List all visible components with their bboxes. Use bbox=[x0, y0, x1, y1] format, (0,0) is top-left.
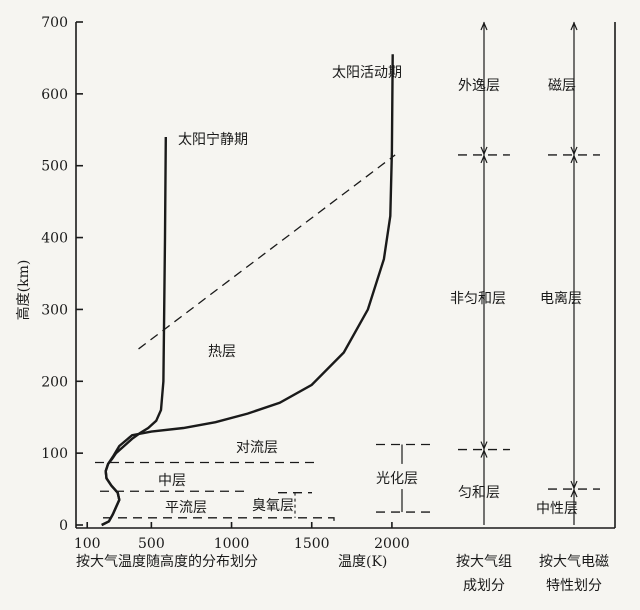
em-layer-neutrosphere: 中性层 bbox=[536, 501, 578, 517]
y-axis-label: 高度(km) bbox=[15, 260, 32, 321]
em-column-arrow-head bbox=[570, 488, 578, 498]
x-tick-label: 100 bbox=[74, 536, 101, 552]
region-label-ozone-layer: 臭氧层 bbox=[252, 498, 294, 514]
composition-column-arrow-head bbox=[480, 21, 488, 31]
composition-column-arrow-head bbox=[480, 449, 488, 458]
series-line-2 bbox=[101, 54, 394, 527]
region-markers bbox=[95, 443, 430, 525]
x-tick-label: 500 bbox=[138, 536, 165, 552]
y-tick-label: 0 bbox=[59, 518, 68, 534]
y-tick-label: 500 bbox=[41, 159, 68, 175]
x-axis-label: 温度(K) bbox=[338, 554, 387, 570]
region-label-stratosphere: 平流层 bbox=[165, 500, 207, 516]
exobase-dashed-line bbox=[138, 154, 396, 350]
composition-column-arrow-head bbox=[480, 146, 488, 156]
series-lines bbox=[101, 54, 396, 527]
y-tick-label: 700 bbox=[41, 15, 68, 31]
region-label-thermosphere: 热层 bbox=[208, 344, 236, 360]
composition-column-arrow-head bbox=[480, 441, 488, 451]
series-line-1 bbox=[101, 136, 167, 527]
x-tick-label: 1000 bbox=[214, 536, 250, 552]
region-label-troposphere: 对流层 bbox=[236, 440, 278, 456]
x-axis-label-left: 按大气温度随高度的分布划分 bbox=[76, 553, 258, 570]
em-layer-ionosphere: 电离层 bbox=[540, 290, 582, 307]
series-label-quiet-sun: 太阳宁静期 bbox=[178, 131, 248, 148]
y-tick-label: 400 bbox=[41, 231, 68, 247]
x-tick-label: 2000 bbox=[374, 536, 410, 552]
y-tick-label: 600 bbox=[41, 87, 68, 103]
y-tick-label: 200 bbox=[41, 374, 68, 390]
em-column-title: 按大气电磁特性划分 bbox=[539, 554, 609, 594]
composition-layer-homosphere: 匀和层 bbox=[458, 485, 500, 501]
axes bbox=[75, 22, 616, 529]
axis-ticks: 0 100 200 300 400 500 600 700 100 500 1000 1500 2000 bbox=[41, 15, 409, 552]
ozone-lower-boundary-dashed bbox=[103, 517, 335, 525]
composition-column-arrow-head bbox=[480, 154, 488, 164]
y-tick-label: 100 bbox=[41, 446, 68, 462]
classification-columns bbox=[458, 21, 600, 525]
composition-layer-exosphere: 外逸层 bbox=[458, 78, 500, 94]
composition-column-title: 按大气组成划分 bbox=[456, 554, 512, 594]
composition-layer-heterosphere: 非匀和层 bbox=[450, 291, 506, 307]
region-label-mesosphere: 中层 bbox=[158, 473, 186, 489]
em-column-arrow-head bbox=[570, 146, 578, 156]
em-layer-magnetosphere: 磁层 bbox=[548, 78, 576, 94]
series-label-active-sun: 太阳活动期 bbox=[332, 65, 402, 81]
em-column-arrow-head bbox=[570, 480, 578, 490]
region-label-photochemical-layer: 光化层 bbox=[376, 471, 418, 487]
em-column-arrow-head bbox=[570, 154, 578, 164]
em-column-arrow-head bbox=[570, 21, 578, 31]
y-tick-label: 300 bbox=[41, 302, 68, 318]
x-tick-label: 1500 bbox=[294, 536, 330, 552]
